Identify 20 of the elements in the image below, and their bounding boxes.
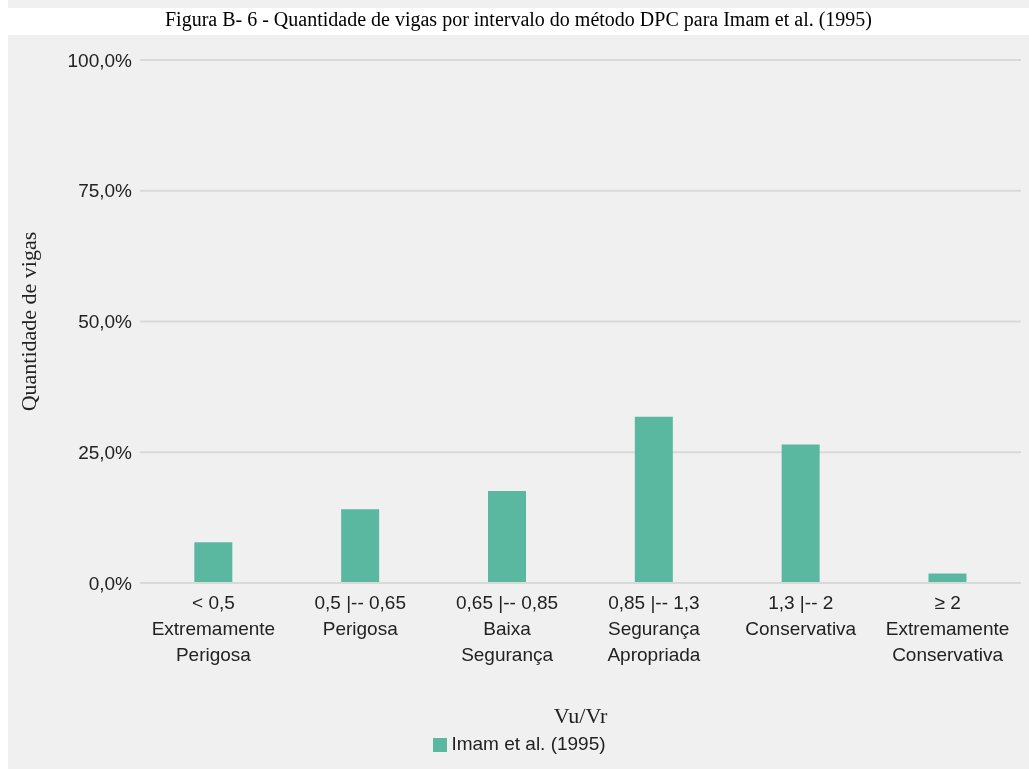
y-tick-label: 0,0% (88, 572, 133, 594)
x-tick-label: ≥ 2 Extremamente Conservativa (885, 592, 1010, 665)
y-tick-label: 25,0% (78, 441, 133, 463)
bar (488, 490, 526, 583)
x-axis-title: Vu/Vr (553, 703, 608, 728)
x-tick-label: 0,85 |-- 1,3 Segurança Apropriada (607, 592, 701, 665)
legend-label: Imam et al. (1995) (451, 733, 606, 754)
bar (341, 509, 380, 583)
y-tick-label: 50,0% (78, 311, 133, 333)
chart-title: Figura B- 6 - Quantidade de vigas por intervalo do método DPC para Imam et al. (1995) (8, 8, 1029, 35)
y-tick-label: 75,0% (78, 180, 133, 202)
x-tick-label: 1,3 |-- 2 Conservativa (745, 592, 857, 639)
y-tick-label: 100,0% (67, 49, 133, 71)
bar (781, 444, 820, 583)
x-tick-label: 0,5 |-- 0,65 Perigosa (314, 592, 407, 639)
x-tick-label: 0,65 |-- 0,85 Baixa Segurança (456, 592, 559, 665)
bar (194, 542, 233, 583)
y-axis-title: Quantidade de vigas (15, 231, 41, 412)
x-tick-label: < 0,5 Extremamente Perigosa (151, 592, 276, 665)
bar (634, 416, 673, 583)
